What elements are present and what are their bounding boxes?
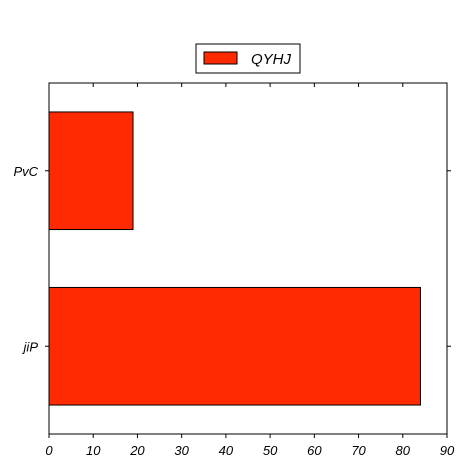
x-tick-label: 80 [396,443,411,458]
legend-label: QYHJ [251,51,292,68]
bar-jiP [48,286,421,406]
bar-PvC [48,111,134,231]
plot-frame [48,82,448,435]
x-tick-label: 90 [440,443,455,458]
x-tick-label: 70 [351,443,366,458]
legend-swatch [203,51,238,65]
x-tick-label: 30 [174,443,189,458]
legend: QYHJ [195,43,301,74]
x-tick-label: 60 [307,443,322,458]
y-tick-label: PvC [13,164,38,179]
x-tick-label: 40 [219,443,234,458]
bar-layer [48,111,421,406]
x-tick-label: 20 [129,443,145,458]
x-tick-label: 10 [86,443,101,458]
x-tick-label: 0 [45,443,53,458]
axes: PvC jiP 0 10 20 30 40 50 60 70 80 90 [13,82,455,458]
x-tick-label: 50 [263,443,278,458]
y-tick-label: jiP [22,339,39,354]
